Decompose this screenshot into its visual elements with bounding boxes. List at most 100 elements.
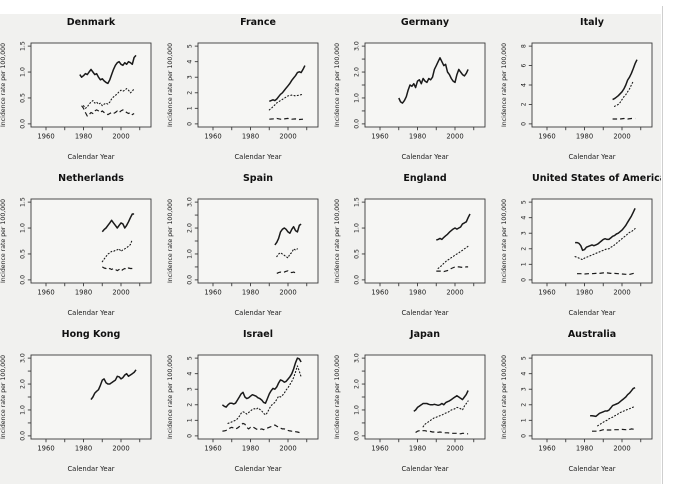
plot-box [197, 42, 319, 128]
x-tick-label: 2000 [613, 445, 630, 453]
y-tick-label: 1 [521, 418, 528, 422]
x-tick-label: 1980 [75, 445, 92, 453]
y-tick-label: 3.0 [20, 353, 27, 363]
y-tick-label: 0 [187, 434, 194, 438]
y-axis-title: Incidence rate per 100,000 [167, 199, 174, 283]
series-dashed [276, 270, 298, 275]
y-tick-label: 0.5 [20, 93, 27, 103]
series-solid [612, 59, 638, 101]
y-tick-label: 4 [521, 216, 528, 220]
x-tick-label: 1980 [576, 133, 593, 141]
x-tick-label: 2000 [446, 289, 463, 297]
chart-title: Netherlands [58, 173, 124, 184]
y-tick-label: 0 [187, 122, 194, 126]
line-plot: 0.0 0.5 1.0 1.5 1960 1980 2000 Incidence rate p… [0, 197, 152, 317]
y-tick-label: 3 [187, 387, 194, 391]
y-tick-label: 3.0 [354, 353, 361, 363]
y-tick-label: 1.0 [354, 223, 361, 233]
x-tick-label: 1980 [242, 133, 259, 141]
y-tick-label: 1.0 [20, 405, 27, 415]
x-tick-label: 1960 [538, 133, 555, 141]
x-tick-label: 2000 [112, 133, 129, 141]
y-tick-label: 1 [187, 106, 194, 110]
line-plot: 0.0 1.0 2.0 3.0 1960 1980 2000 Incidence rate p… [334, 353, 486, 473]
y-tick-label: 0.5 [354, 249, 361, 259]
y-tick-label: 2 [187, 91, 194, 95]
x-tick-label: 1980 [75, 133, 92, 141]
figure-canvas: Denmark 0.0 0.5 1.0 1.5 1960 1980 2000 Incidenc… [0, 14, 661, 484]
series-solid [274, 223, 302, 246]
x-tick-label: 1960 [37, 289, 54, 297]
x-axis-title: Calendar Year [401, 309, 448, 317]
line-plot: 0.0 0.5 1.0 1.5 1960 1980 2000 Incidence rate p… [0, 41, 152, 161]
x-axis-title: Calendar Year [568, 465, 615, 473]
plot-box [364, 42, 486, 128]
series-dotted [422, 400, 469, 428]
y-tick-label: 2 [521, 102, 528, 106]
line-plot: 0 1 2 3 4 5 1960 1980 2000 Incidence rate per 100… [501, 354, 653, 473]
y-tick-label: 1.5 [354, 197, 361, 207]
y-tick-label: 1.0 [187, 249, 194, 259]
chart-title: Denmark [66, 17, 116, 28]
series-dotted [613, 80, 634, 107]
y-axis-title: Incidence rate per 100,000 [334, 199, 341, 283]
chart-title: Hong Kong [61, 329, 121, 340]
x-tick-label: 1960 [204, 133, 221, 141]
x-axis-title: Calendar Year [234, 465, 281, 473]
y-axis-title: Incidence rate per 100,000 [0, 199, 7, 283]
x-tick-label: 2000 [613, 133, 630, 141]
series-dashed [592, 428, 636, 432]
x-tick-label: 2000 [279, 133, 296, 141]
chart-panel-hong-kong: Hong Kong 0.0 1.0 2.0 3.0 1960 1980 2000 Incide… [0, 326, 160, 482]
chart-title: Israel [243, 329, 273, 340]
x-tick-label: 2000 [279, 445, 296, 453]
y-axis-title: Incidence rate per 100,000 [167, 43, 174, 127]
series-dashed [222, 422, 302, 434]
chart-title: United States of America [532, 173, 661, 184]
y-axis-title: Incidence rate per 100,000 [501, 355, 508, 439]
x-tick-label: 2000 [279, 289, 296, 297]
y-tick-label: 5 [521, 200, 528, 204]
x-axis-title: Calendar Year [568, 309, 615, 317]
series-solid [436, 213, 471, 241]
line-plot: 0 2 4 6 8 1960 1980 2000 Incidence rate per 100,… [501, 42, 653, 161]
chart-panel-netherlands: Netherlands 0.0 0.5 1.0 1.5 1960 1980 2000 Inci… [0, 170, 160, 326]
y-tick-label: 1.0 [354, 93, 361, 103]
y-tick-label: 0 [521, 278, 528, 282]
x-tick-label: 1980 [242, 445, 259, 453]
x-axis-title: Calendar Year [234, 153, 281, 161]
chart-grid: Denmark 0.0 0.5 1.0 1.5 1960 1980 2000 Incidenc… [0, 14, 661, 482]
y-tick-label: 1.5 [20, 197, 27, 207]
x-tick-label: 2000 [112, 445, 129, 453]
y-tick-label: 4 [521, 83, 528, 87]
x-tick-label: 1980 [409, 445, 426, 453]
chart-title: England [403, 173, 447, 184]
y-tick-label: 6 [521, 64, 528, 68]
chart-title: Spain [242, 173, 274, 184]
x-tick-label: 1960 [204, 445, 221, 453]
series-dotted [82, 88, 135, 109]
plot-box [30, 354, 152, 440]
series-dashed [612, 117, 636, 120]
series-dashed [415, 429, 469, 435]
y-axis-title: Incidence rate per 100,000 [0, 43, 7, 127]
plot-box [30, 198, 152, 284]
series-solid [101, 213, 135, 233]
y-tick-label: 1.0 [20, 223, 27, 233]
line-plot: 0.0 1.0 2.0 3.0 1960 1980 2000 Incidence rate p… [167, 197, 319, 317]
x-tick-label: 1960 [371, 289, 388, 297]
series-solid [413, 390, 469, 412]
y-tick-label: 2.0 [354, 67, 361, 77]
y-axis-title: Incidence rate per 100,000 [501, 43, 508, 127]
y-tick-label: 3 [521, 387, 528, 391]
series-dotted [437, 245, 469, 270]
x-tick-label: 2000 [446, 445, 463, 453]
y-tick-label: 4 [521, 372, 528, 376]
chart-panel-australia: Australia 0 1 2 3 4 5 1960 1980 2000 Incidence ra… [494, 326, 661, 482]
chart-title: Australia [567, 329, 617, 340]
line-plot: 0.0 1.0 2.0 3.0 1960 1980 2000 Incidence rate p… [0, 353, 152, 473]
y-tick-label: 0.0 [187, 275, 194, 285]
plot-box [364, 354, 486, 440]
x-tick-label: 1960 [371, 133, 388, 141]
series-dashed [436, 266, 469, 273]
